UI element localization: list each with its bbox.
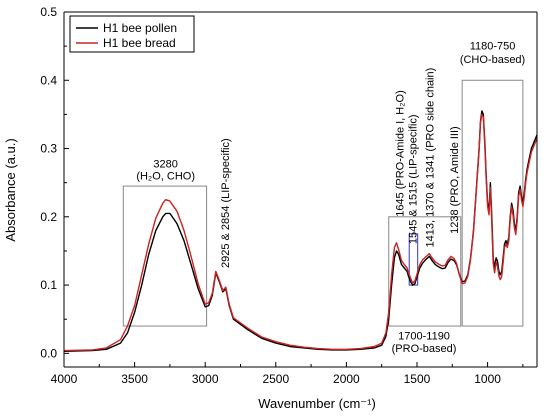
legend-label-1: H1 bee bread (103, 36, 176, 50)
annotation-8: (CHO-based) (460, 54, 525, 66)
y-tick-label-2: 0.2 (40, 210, 57, 224)
annotation-3: 1645 (PRO-Amide I, H₂O) (394, 90, 406, 217)
annotation-7: 1180-750 (470, 41, 516, 53)
region-box-0 (122, 185, 208, 327)
legend-label-0: H1 bee pollen (103, 21, 177, 35)
annotation-6: 1238 (PRO, Amide III) (449, 126, 461, 234)
x-tick-label-5: 1500 (404, 372, 431, 386)
annotation-10: (PRO-based) (392, 343, 457, 355)
x-tick-label-0: 4000 (51, 372, 78, 386)
y-tick-label-4: 0.4 (40, 73, 57, 87)
annotation-2: 2925 & 2854 (LIP-specific) (220, 138, 232, 268)
plot-area: 4000 3500 3000 2500 2000 1500 1000 0.0 0.1 0.2 0.3… (40, 5, 538, 386)
x-tick-label-6: 1000 (474, 372, 501, 386)
y-tick-label-5: 0.5 (40, 5, 57, 19)
x-tick-label-4: 2000 (333, 372, 360, 386)
annotation-9: 1700-1190 (398, 331, 450, 343)
y-tick-label-1: 0.1 (40, 278, 57, 292)
y-tick-label-3: 0.3 (40, 142, 57, 156)
region-box-1 (388, 216, 462, 327)
x-axis-title: Wavenumber (cm⁻¹) (258, 396, 376, 411)
annotation-1: (H₂O, CHO) (136, 170, 195, 182)
y-axis-title: Absorbance (a.u.) (3, 138, 18, 241)
annotation-0: 3280 (153, 159, 177, 171)
x-tick-label-2: 3000 (192, 372, 219, 386)
y-tick-label-0: 0.0 (40, 346, 57, 360)
series-line-1 (63, 113, 538, 352)
x-tick-label-1: 3500 (121, 372, 148, 386)
legend-box (69, 15, 195, 53)
annotation-4: 1545 & 1515 (LIP-specific) (408, 114, 420, 244)
annotation-5: 1413, 1370 & 1341 (PRO side chain) (424, 68, 436, 248)
x-tick-label-3: 2500 (262, 372, 289, 386)
